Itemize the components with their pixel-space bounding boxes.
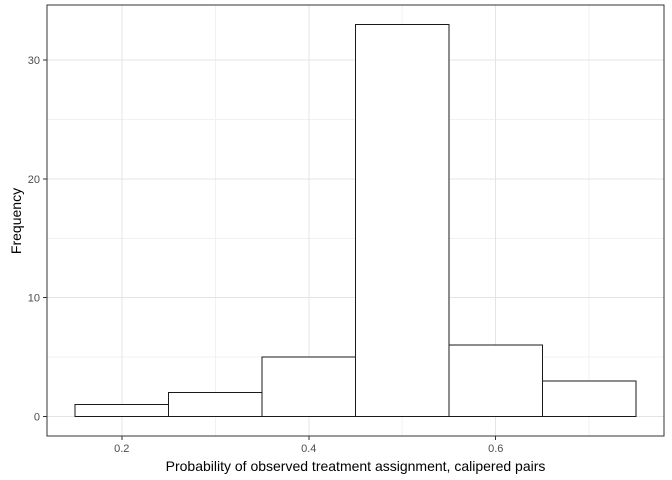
- x-tick-label: 0.2: [114, 443, 129, 455]
- histogram-bar: [448, 344, 543, 417]
- y-tick-label: 10: [28, 293, 40, 305]
- y-tick-label: 20: [28, 174, 40, 186]
- histogram-bar: [74, 404, 170, 417]
- histogram-bar: [261, 356, 356, 417]
- x-tick-label: 0.4: [301, 443, 316, 455]
- x-tick-label: 0.6: [488, 443, 503, 455]
- panel-border: [46, 4, 665, 437]
- x-axis-title: Probability of observed treatment assign…: [165, 458, 546, 474]
- histogram-bar: [541, 380, 637, 417]
- y-axis-title: Frequency: [8, 187, 24, 255]
- y-tick-label: 30: [28, 55, 40, 67]
- y-tick-label: 0: [34, 411, 40, 423]
- histogram-bar: [168, 392, 263, 417]
- histogram-bar: [355, 24, 450, 417]
